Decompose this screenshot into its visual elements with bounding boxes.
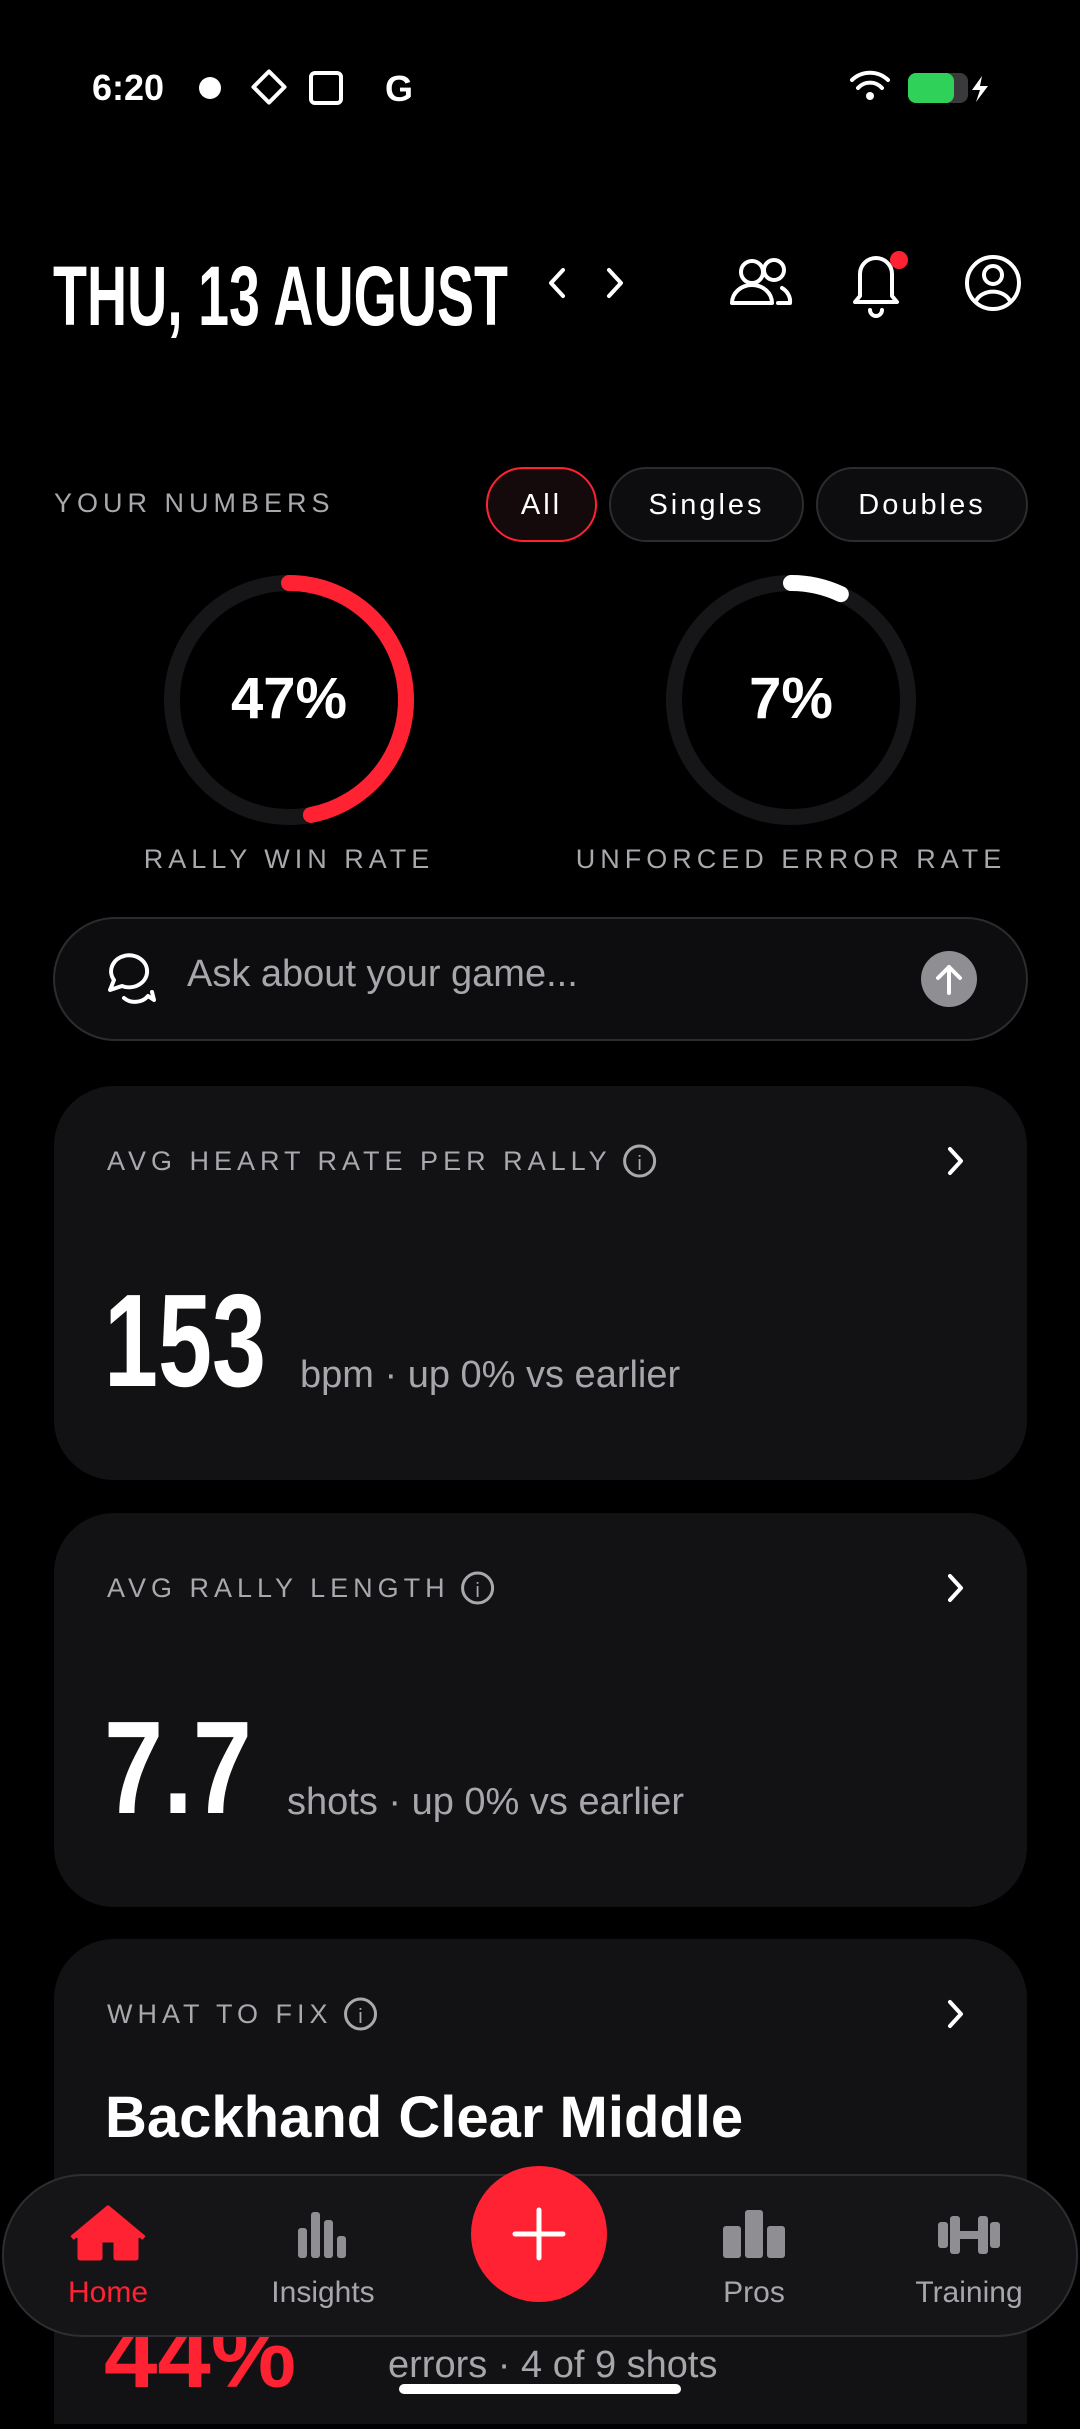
gauge-value: 7% xyxy=(749,666,833,731)
gauge-caption: UNFORCED ERROR RATE xyxy=(576,844,1007,874)
card-detail: shots · up 0% vs earlier xyxy=(287,1781,684,1823)
card-title: AVG HEART RATE PER RALLY xyxy=(107,1146,612,1176)
next-day[interactable] xyxy=(607,268,623,298)
status-icons: G xyxy=(199,68,988,109)
gauge-arc xyxy=(281,575,414,823)
card-title: AVG RALLY LENGTH xyxy=(107,1573,450,1603)
friends-icon[interactable] xyxy=(730,258,793,305)
nav-label[interactable]: Pros xyxy=(723,2276,785,2309)
insights-icon xyxy=(298,2212,346,2258)
card-detail: errors · 4 of 9 shots xyxy=(388,2344,717,2386)
gauge-arc xyxy=(783,575,849,603)
filter-label: Singles xyxy=(648,489,764,521)
home-icon xyxy=(70,2205,146,2261)
filter-pill[interactable] xyxy=(486,467,597,542)
profile-icon[interactable] xyxy=(965,255,1021,311)
info-i: i xyxy=(475,1580,479,1602)
date-title: THU, 13 AUGUST xyxy=(53,249,508,343)
notification-dot xyxy=(890,251,908,269)
status-time: 6:20 xyxy=(92,67,164,108)
card-value: 153 xyxy=(104,1267,266,1414)
pros-icon xyxy=(723,2210,785,2258)
card-chevron xyxy=(948,1147,963,1175)
card[interactable] xyxy=(54,1513,1027,1907)
filter-pill[interactable] xyxy=(816,467,1028,542)
card-chevron xyxy=(948,2000,963,2028)
gauge-caption: RALLY WIN RATE xyxy=(144,844,435,874)
card-detail: bpm · up 0% vs earlier xyxy=(300,1354,680,1396)
nav-label[interactable]: Training xyxy=(915,2276,1022,2309)
card-value: 7.7 xyxy=(104,1694,252,1841)
filter-label: All xyxy=(521,489,562,521)
bottom-nav: Home Insights Pros Training xyxy=(2,2166,1078,2337)
info-icon[interactable] xyxy=(344,1997,378,2031)
svg-text:G: G xyxy=(385,68,413,109)
info-i: i xyxy=(358,2006,362,2028)
info-icon[interactable] xyxy=(623,1144,657,1178)
chat-icon xyxy=(108,953,156,1004)
info-icon[interactable] xyxy=(461,1571,495,1605)
info-i: i xyxy=(637,1153,641,1175)
search-placeholder: Ask about your game... xyxy=(187,953,578,995)
nav-label[interactable]: Home xyxy=(68,2276,148,2309)
nav-label[interactable]: Insights xyxy=(271,2276,374,2309)
home-indicator xyxy=(399,2384,681,2394)
card-title: WHAT TO FIX xyxy=(107,1999,333,2029)
card-chevron xyxy=(948,1574,963,1602)
card[interactable] xyxy=(54,1086,1027,1480)
filter-pills: All Singles Doubles xyxy=(486,467,1028,542)
training-icon xyxy=(938,2216,1000,2254)
nav-labels: Home Insights Pros Training xyxy=(68,2276,1023,2309)
filter-label: Doubles xyxy=(858,489,985,521)
send-arrow xyxy=(936,965,962,995)
prev-day[interactable] xyxy=(549,268,565,298)
filter-pill[interactable] xyxy=(609,467,804,542)
search-box[interactable] xyxy=(53,917,1028,1041)
card-headline: Backhand Clear Middle xyxy=(105,2085,743,2150)
gauges: 47% RALLY WIN RATE 7% UNFORCED ERROR RATE xyxy=(144,575,1007,874)
notifications-icon[interactable] xyxy=(853,256,899,318)
section-title: YOUR NUMBERS xyxy=(54,488,335,518)
add-icon xyxy=(512,2207,566,2261)
gauge-value: 47% xyxy=(231,666,347,731)
